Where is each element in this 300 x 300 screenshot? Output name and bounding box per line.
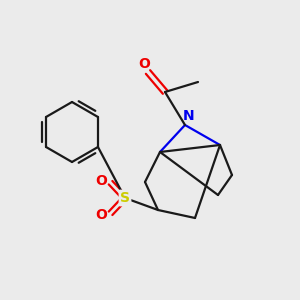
Text: N: N xyxy=(183,109,195,123)
Text: O: O xyxy=(95,174,107,188)
Text: S: S xyxy=(120,191,130,205)
Text: O: O xyxy=(95,208,107,222)
Text: O: O xyxy=(138,57,150,71)
